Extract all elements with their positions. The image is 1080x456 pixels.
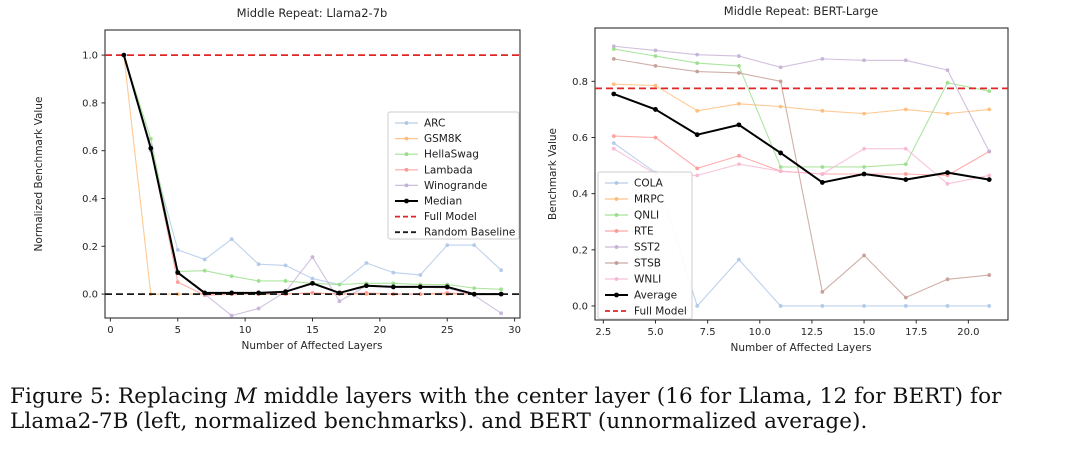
legend-box (597, 171, 693, 320)
y-axis-label: Normalized Benchmark Value (33, 97, 45, 252)
caption-line1-pre: Figure 5: Replacing (10, 384, 235, 409)
x-tick-label: 20.0 (957, 327, 979, 338)
legend: ARC GSM8K HellaSwag Lambada Winogrande Median… (387, 111, 520, 240)
legend-item-full-model: Full Model (605, 306, 687, 318)
figure-caption: Figure 5: Replacing M middle layers with… (10, 384, 1002, 434)
caption-line1-post: middle layers with the center layer (16 … (256, 384, 1002, 409)
legend-item-rte: RTE (605, 226, 654, 238)
series-mrpc (611, 82, 992, 116)
legend-box (387, 111, 520, 240)
x-tick-label: 5.0 (648, 327, 664, 338)
legend-item-sst2: SST2 (605, 242, 660, 254)
x-tick-label: 12.5 (801, 327, 823, 338)
series-median (121, 52, 504, 297)
y-tick-label: 0.6 (82, 146, 98, 157)
legend-label: QNLI (634, 210, 659, 222)
legend-item-hellaswag: HellaSwag (395, 149, 479, 161)
legend-label: RTE (634, 226, 654, 238)
caption-line1-italic-m: M (234, 384, 257, 409)
x-tick-label: 2.5 (595, 327, 611, 338)
y-axis-label: Benchmark Value (547, 128, 559, 220)
x-tick-label: 30 (508, 325, 521, 336)
legend-label: ARC (424, 118, 445, 130)
chart-title: Middle Repeat: BERT-Large (724, 4, 878, 18)
x-tick-label: 10 (239, 325, 252, 336)
legend-label: Full Model (424, 211, 477, 223)
legend-item-lambada: Lambada (395, 164, 473, 176)
y-tick-label: 0.0 (82, 290, 98, 301)
legend-item-cola: COLA (605, 178, 664, 190)
legend-item-stsb: STSB (605, 258, 661, 270)
legend-item-random-baseline: Random Baseline (395, 227, 515, 239)
y-tick-label: 0.4 (82, 194, 98, 205)
x-tick-label: 0 (107, 325, 113, 336)
legend-label: Random Baseline (424, 227, 515, 239)
legend-label: WNLI (634, 274, 661, 286)
legend-label: COLA (634, 178, 664, 190)
legend-label: Average (634, 290, 677, 302)
legend-label: MRPC (634, 194, 664, 206)
legend-label: STSB (634, 258, 661, 270)
x-tick-label: 7.5 (700, 327, 716, 338)
y-tick-label: 0.4 (572, 189, 588, 200)
x-axis-label: Number of Affected Layers (731, 342, 872, 354)
legend-item-mrpc: MRPC (605, 194, 664, 206)
x-tick-label: 17.5 (905, 327, 927, 338)
legend-label: Winogrande (424, 180, 487, 192)
legend-item-qnli: QNLI (605, 210, 659, 222)
legend-label: Lambada (424, 164, 473, 176)
legend-item-arc: ARC (395, 118, 445, 130)
legend-label: GSM8K (424, 133, 463, 145)
legend: COLA MRPC QNLI RTE SST2 STSB WNLI Average Full M… (597, 171, 693, 320)
legend-label: Full Model (634, 306, 687, 318)
y-tick-label: 0.8 (82, 98, 98, 109)
legend-item-gsm8k: GSM8K (395, 133, 463, 145)
x-tick-label: 5 (175, 325, 181, 336)
legend-label: HellaSwag (424, 149, 479, 161)
chart-bert-large: 2.5 5.0 7.5 10.0 12.5 15.0 17.5 20.0 0.0 0.2 0.4 0.… (547, 4, 1009, 354)
x-tick-label: 15 (306, 325, 319, 336)
x-tick-label: 20 (374, 325, 387, 336)
x-axis-label: Number of Affected Layers (242, 340, 383, 352)
legend-label: Median (424, 196, 462, 208)
x-tick-label: 10.0 (749, 327, 771, 338)
series-sst2 (611, 44, 992, 154)
caption-line2: Llama2-7B (left, normalized benchmarks).… (10, 409, 868, 434)
series-stsb (611, 56, 992, 300)
legend-item-median: Median (395, 196, 462, 208)
charts-row: 0 5 10 15 20 25 30 0.0 0.2 0.4 0.6 0.8 1.0 Middle Rep… (33, 4, 1009, 354)
legend-item-wnli: WNLI (605, 274, 661, 286)
y-tick-label: 0.2 (572, 245, 588, 256)
y-tick-label: 1.0 (82, 51, 98, 62)
chart-llama2-7b: 0 5 10 15 20 25 30 0.0 0.2 0.4 0.6 0.8 1.0 Middle Rep… (33, 6, 521, 352)
x-tick-label: 15.0 (853, 327, 875, 338)
x-tick-label: 25 (441, 325, 454, 336)
legend-item-full-model: Full Model (395, 211, 477, 223)
series-arc (121, 53, 504, 287)
y-tick-label: 0.2 (82, 242, 98, 253)
legend-item-winogrande: Winogrande (395, 180, 487, 192)
y-tick-label: 0.0 (572, 301, 588, 312)
y-tick-label: 0.8 (572, 77, 588, 88)
y-tick-label: 0.6 (572, 133, 588, 144)
legend-item-average: Average (605, 290, 677, 302)
chart-title: Middle Repeat: Llama2-7b (237, 6, 388, 20)
legend-label: SST2 (634, 242, 660, 254)
series-average (611, 91, 992, 185)
